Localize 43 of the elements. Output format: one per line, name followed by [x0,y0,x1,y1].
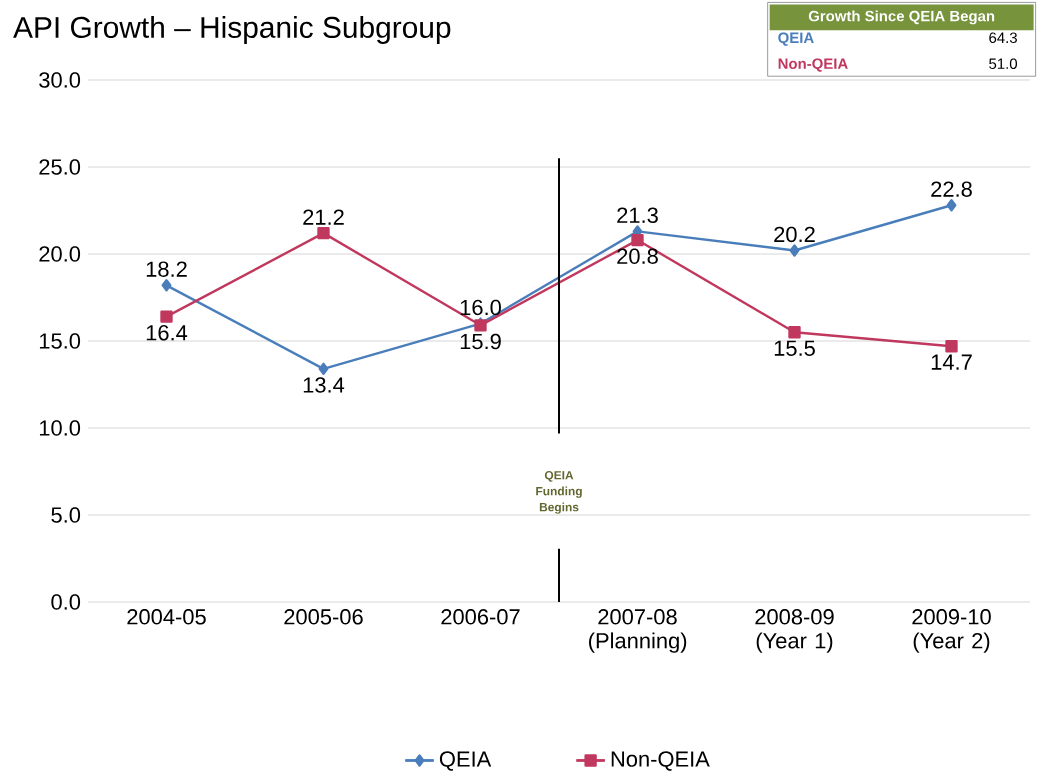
legend-label: Non-QEIA [611,751,710,771]
data-label: 20.8 [617,248,658,264]
point [317,226,330,240]
text: Non-QEIA [778,58,848,72]
y-tick-label: 10.0 [39,420,81,436]
x-tick-label: 2005-06 [284,609,363,625]
data-label: 20.2 [774,226,815,243]
y-tick-label: 25.0 [39,159,81,175]
data-label: 18.2 [146,261,187,277]
legend-label: QEIA [439,751,492,771]
text: 64.3 [989,32,1017,44]
x-tick-label: 2008-09 (Year 1) [755,609,834,653]
text: 51.0 [989,58,1018,69]
annotation: QEIA Funding Begins [536,471,582,514]
data-label: 15.5 [774,340,815,356]
y-tick-label: 15.0 [39,333,81,349]
data-label: 21.3 [617,207,658,224]
data-label: 16.0 [460,299,501,316]
y-tick-label: 30.0 [39,72,81,88]
data-label: 14.7 [931,354,972,370]
x-tick-label: 2009-10 (Year 2) [912,609,991,653]
text: Growth Since QEIA Began [808,10,995,25]
data-label: 13.4 [303,377,345,393]
data-label: 22.8 [931,181,972,197]
y-tick-label: 0.0 [51,594,81,610]
x-tick-label: 2004-05 [127,609,206,625]
point [318,362,329,376]
data-label: 21.2 [303,209,344,225]
x-tick-label: 2007-08 (Planning) [589,609,687,653]
data-label: 16.4 [146,325,188,341]
text: QEIA [778,32,814,46]
y-tick-label: 5.0 [51,507,81,523]
point [631,233,644,247]
point [946,199,957,212]
y-tick-label: 20.0 [39,246,81,262]
point [945,340,958,353]
point [788,326,801,339]
point [161,279,172,292]
x-tick-label: 2006-07 [441,609,520,625]
point [789,244,800,257]
point [160,310,173,323]
chart-title: API Growth – Hispanic Subgroup [13,16,451,44]
data-label: 15.9 [460,333,501,350]
